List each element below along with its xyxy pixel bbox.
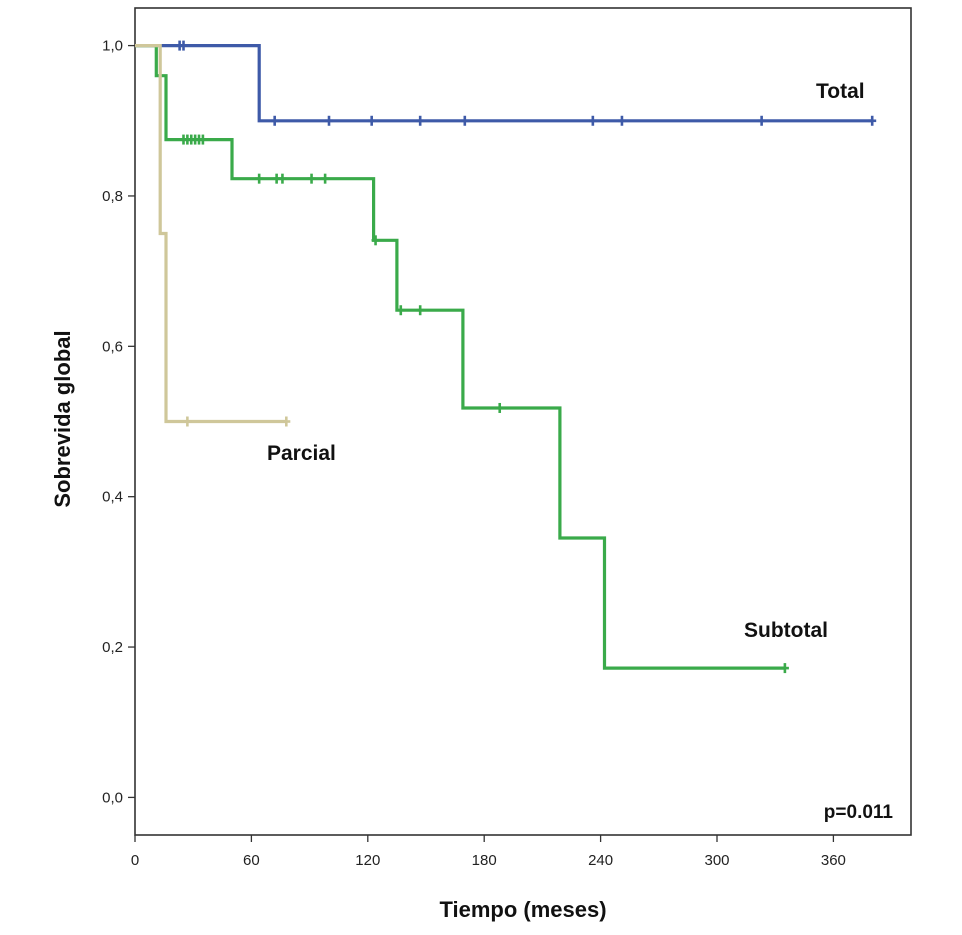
series-label-subtotal: Subtotal — [744, 619, 828, 642]
y-tick-label: 0,4 — [102, 489, 123, 506]
x-tick-label: 60 — [243, 852, 260, 869]
p-value-annotation: p=0.011 — [824, 802, 894, 823]
censor-marker-total — [325, 115, 333, 126]
y-axis: 0,0 0,2 0,4 0,6 0,8 1,0 — [102, 38, 135, 806]
series-label-total: Total — [816, 80, 865, 103]
censor-marker-total — [460, 115, 469, 126]
y-axis-title: Sobrevida global — [50, 330, 75, 507]
x-axis-title: Tiempo (meses) — [439, 897, 606, 922]
x-tick-label: 360 — [821, 852, 846, 869]
censor-marker-subtotal — [371, 235, 380, 246]
y-tick-label: 1,0 — [102, 38, 123, 55]
censor-marker-total — [416, 115, 425, 126]
y-tick-label: 0,6 — [102, 338, 123, 355]
censor-marker-total — [588, 115, 597, 126]
censor-marker-subtotal — [780, 663, 789, 674]
censor-marker-total — [617, 115, 626, 126]
censor-marker-subtotal — [278, 173, 287, 184]
censor-marker-subtotal — [495, 402, 504, 413]
y-tick-label: 0,2 — [102, 639, 123, 656]
x-tick-label: 0 — [131, 852, 139, 869]
x-axis: 0 60 120 180 240 300 360 — [131, 835, 846, 869]
series-label-parcial: Parcial — [267, 442, 336, 465]
censor-marker-total — [179, 40, 188, 51]
censor-marker-subtotal — [307, 173, 316, 184]
x-tick-label: 180 — [472, 852, 497, 869]
y-tick-label: 0,0 — [102, 789, 123, 806]
censor-marker-subtotal — [416, 305, 425, 316]
censor-marker-total — [868, 115, 877, 126]
censor-marker-total — [270, 115, 279, 126]
series-layer — [135, 40, 877, 674]
censor-marker-parcial — [183, 416, 192, 427]
y-tick-label: 0,8 — [102, 188, 123, 205]
x-tick-label: 240 — [588, 852, 613, 869]
censor-marker-subtotal — [255, 173, 264, 184]
series-line-subtotal — [135, 44, 785, 670]
series-line-total — [135, 44, 873, 123]
censor-marker-total — [757, 115, 766, 126]
censor-marker-total — [367, 115, 376, 126]
censor-marker-subtotal — [321, 173, 330, 184]
censor-marker-subtotal — [198, 134, 207, 145]
x-tick-label: 300 — [704, 852, 729, 869]
censor-marker-subtotal — [396, 305, 405, 316]
x-tick-label: 120 — [355, 852, 380, 869]
censor-marker-parcial — [282, 416, 291, 427]
